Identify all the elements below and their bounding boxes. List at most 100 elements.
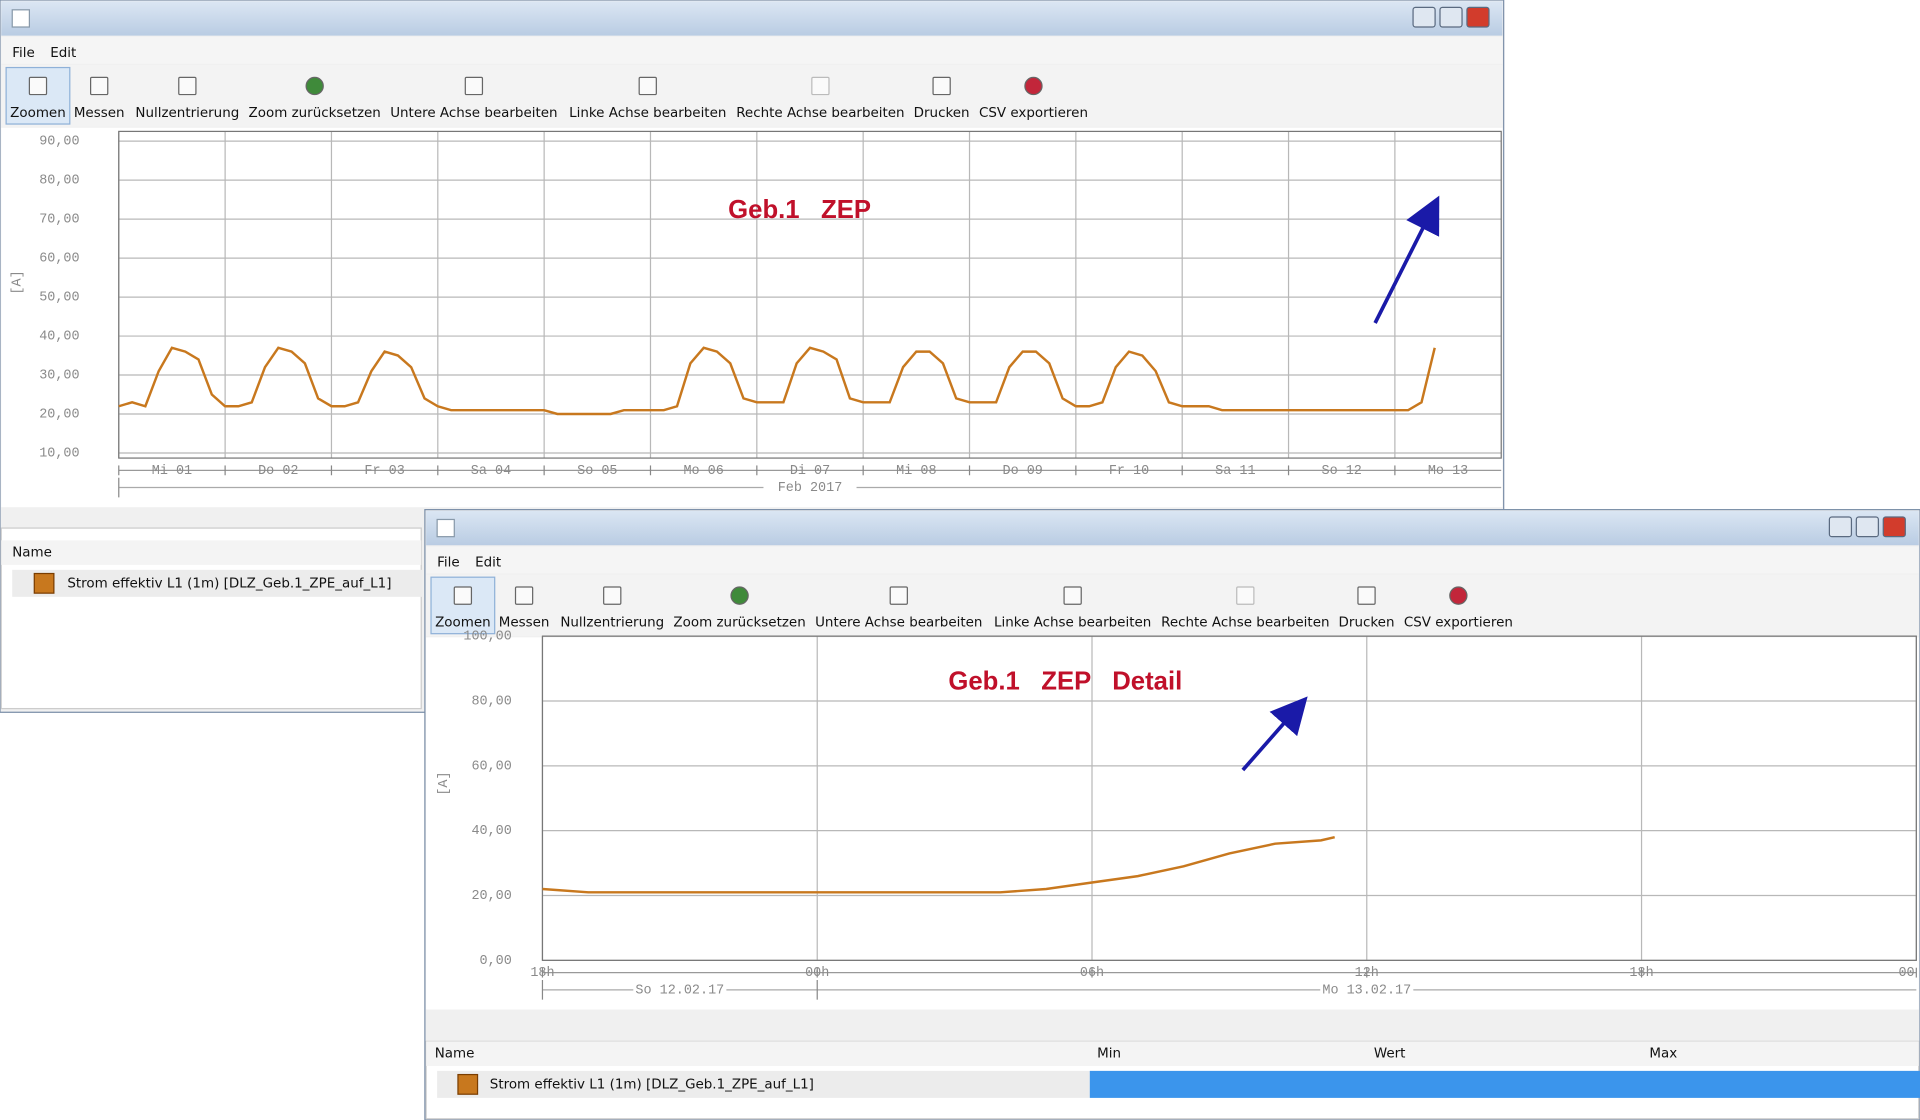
tool-icon[interactable]: [90, 76, 109, 96]
tool-icon[interactable]: [464, 76, 484, 96]
legend-header: Wert: [1374, 1046, 1406, 1062]
tool-label[interactable]: Linke Achse bearbeiten: [994, 615, 1151, 631]
y-tick-label: 20,00: [471, 889, 511, 904]
y-tick-label: 10,00: [39, 447, 79, 462]
x-tick-label: Mo 13: [1428, 464, 1468, 479]
x-tick-label: Mi 08: [896, 464, 936, 479]
y-tick-label: 60,00: [471, 759, 511, 774]
tool-label[interactable]: Zoom zurücksetzen: [673, 615, 805, 631]
tool-icon[interactable]: [1236, 586, 1255, 605]
tool-icon[interactable]: [453, 586, 473, 605]
date-label-bg: [1320, 982, 1414, 998]
menu-item[interactable]: Edit: [50, 45, 76, 61]
menu-bar: [1, 36, 1503, 64]
date-label: Feb 2017: [778, 481, 843, 496]
tool-icon[interactable]: [1449, 586, 1468, 605]
tool-label[interactable]: Messen: [74, 105, 125, 121]
date-label: So 12.02.17: [635, 983, 724, 998]
tool-icon[interactable]: [811, 76, 830, 96]
legend-selection: [1089, 1070, 1920, 1098]
x-tick-label: 18h: [530, 966, 554, 981]
annotation-arrow: [1373, 195, 1440, 324]
tool-icon[interactable]: [28, 76, 48, 96]
minimize-button[interactable]: [1412, 6, 1436, 28]
tool-label[interactable]: Untere Achse bearbeiten: [390, 105, 557, 121]
tool-icon[interactable]: [603, 586, 622, 605]
tool-label[interactable]: Rechte Achse bearbeiten: [736, 105, 904, 121]
menu-item[interactable]: File: [12, 45, 35, 61]
close-button[interactable]: [1466, 6, 1490, 28]
tool-icon[interactable]: [932, 76, 951, 96]
tool-icon[interactable]: [305, 76, 324, 96]
data-line: [118, 346, 1436, 416]
chart-title: Geb.1 ZEP: [728, 196, 871, 224]
window: File Edit Zoomen Messen Nullzentrierung Zoom …: [0, 0, 1505, 713]
y-tick-label: 30,00: [39, 369, 79, 384]
app-icon: [11, 9, 30, 28]
legend-row-bg[interactable]: [12, 569, 423, 597]
maximize-button[interactable]: [1439, 6, 1463, 28]
menu-item[interactable]: File: [437, 554, 460, 570]
tool-icon[interactable]: [1357, 586, 1376, 605]
tool-label[interactable]: Zoomen: [10, 105, 66, 121]
y-tick-label: 40,00: [471, 824, 511, 839]
y-tick-label: 60,00: [39, 252, 79, 267]
tool-label[interactable]: Zoom zurücksetzen: [249, 105, 381, 121]
title-bar: [1, 1, 1503, 36]
app-icon: [436, 518, 455, 538]
tool-icon[interactable]: [889, 586, 908, 605]
toolbar: [426, 574, 1919, 637]
date-label: Mo 13.02.17: [1322, 983, 1411, 998]
date-label-bg: [633, 982, 727, 998]
toolbar: [1, 65, 1503, 127]
tool-label[interactable]: Linke Achse bearbeiten: [569, 105, 726, 121]
tool-icon[interactable]: [638, 76, 657, 96]
tool-label[interactable]: Nullzentrierung: [135, 105, 239, 121]
window: File Edit Zoomen Messen Nullzentrierung Zoom …: [424, 509, 1920, 1120]
legend-swatch: [457, 1073, 479, 1095]
maximize-button[interactable]: [1855, 516, 1879, 538]
data-line: [542, 835, 1335, 894]
annotation-arrow: [1241, 696, 1308, 772]
tool-icon[interactable]: [1024, 76, 1043, 96]
tool-label[interactable]: Nullzentrierung: [560, 615, 664, 631]
tool-label[interactable]: Zoomen: [435, 615, 491, 631]
title-bar: [426, 510, 1919, 546]
tool-label[interactable]: Drucken: [1339, 615, 1395, 631]
tool-label[interactable]: Rechte Achse bearbeiten: [1161, 615, 1329, 631]
y-tick-label: 50,00: [39, 291, 79, 306]
legend-header: Max: [1649, 1046, 1677, 1062]
x-tick-label: Mo 06: [683, 464, 723, 479]
close-button[interactable]: [1882, 516, 1906, 538]
date-label-bg: [763, 480, 857, 495]
y-tick-label: 100,00: [463, 630, 511, 645]
x-tick-label: 00: [1898, 966, 1914, 981]
x-tick-label: Fr 03: [364, 464, 404, 479]
tool-label[interactable]: CSV exportieren: [1404, 615, 1513, 631]
x-tick-label: Di 07: [790, 464, 830, 479]
tool-label[interactable]: Messen: [499, 615, 550, 631]
legend-row-bg[interactable]: [437, 1070, 1090, 1098]
x-tick-label: So 05: [577, 464, 617, 479]
tool-icon[interactable]: [178, 76, 197, 96]
x-tick-label: Fr 10: [1109, 464, 1149, 479]
x-tick-label: Sa 04: [471, 464, 511, 479]
tool-icon[interactable]: [1063, 586, 1082, 605]
tool-label[interactable]: Drucken: [914, 105, 970, 121]
tool-icon[interactable]: [514, 586, 534, 605]
chart-title: Geb.1 ZEP Detail: [948, 668, 1182, 696]
y-tick-label: 0,00: [480, 954, 512, 969]
legend-header-bg: [426, 1041, 1919, 1066]
tool-label[interactable]: Untere Achse bearbeiten: [815, 615, 982, 631]
menu-item[interactable]: Edit: [475, 554, 501, 570]
x-tick-label: 06h: [1080, 966, 1104, 981]
legend-label: Strom effektiv L1 (1m) [DLZ_Geb.1_ZPE_au…: [490, 1076, 814, 1092]
legend-header: Min: [1097, 1046, 1121, 1062]
x-tick-label: So 12: [1322, 464, 1362, 479]
minimize-button[interactable]: [1828, 516, 1853, 538]
menu-bar: [426, 546, 1919, 574]
tool-icon[interactable]: [730, 586, 749, 605]
legend-header: Name: [12, 545, 52, 561]
tool-label[interactable]: CSV exportieren: [979, 105, 1088, 121]
